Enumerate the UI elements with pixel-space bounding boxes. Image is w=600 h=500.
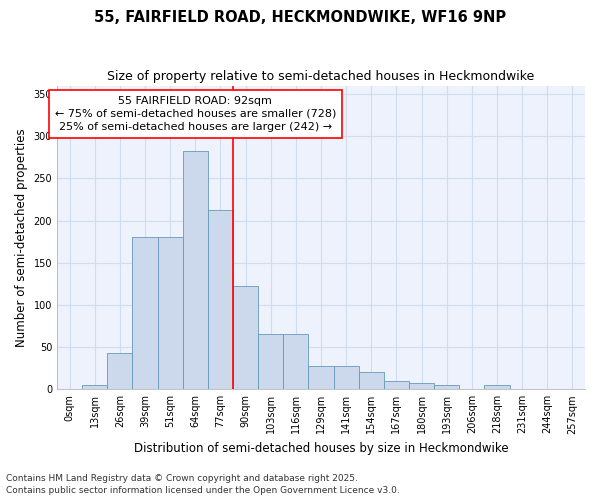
Text: Contains HM Land Registry data © Crown copyright and database right 2025.
Contai: Contains HM Land Registry data © Crown c… bbox=[6, 474, 400, 495]
Bar bbox=[208, 210, 233, 390]
Bar bbox=[133, 238, 158, 390]
Bar bbox=[409, 384, 434, 390]
Text: 55 FAIRFIELD ROAD: 92sqm
← 75% of semi-detached houses are smaller (728)
25% of : 55 FAIRFIELD ROAD: 92sqm ← 75% of semi-d… bbox=[55, 96, 336, 132]
X-axis label: Distribution of semi-detached houses by size in Heckmondwike: Distribution of semi-detached houses by … bbox=[134, 442, 508, 455]
Bar bbox=[258, 334, 283, 390]
Bar bbox=[183, 152, 208, 390]
Bar bbox=[434, 385, 459, 390]
Bar bbox=[233, 286, 258, 390]
Y-axis label: Number of semi-detached properties: Number of semi-detached properties bbox=[15, 128, 28, 346]
Bar bbox=[158, 238, 183, 390]
Bar bbox=[484, 385, 509, 390]
Title: Size of property relative to semi-detached houses in Heckmondwike: Size of property relative to semi-detach… bbox=[107, 70, 535, 83]
Bar bbox=[283, 334, 308, 390]
Text: 55, FAIRFIELD ROAD, HECKMONDWIKE, WF16 9NP: 55, FAIRFIELD ROAD, HECKMONDWIKE, WF16 9… bbox=[94, 10, 506, 25]
Bar bbox=[334, 366, 359, 390]
Bar bbox=[107, 353, 133, 390]
Bar bbox=[308, 366, 334, 390]
Bar bbox=[359, 372, 384, 390]
Bar bbox=[384, 381, 409, 390]
Bar bbox=[82, 385, 107, 390]
